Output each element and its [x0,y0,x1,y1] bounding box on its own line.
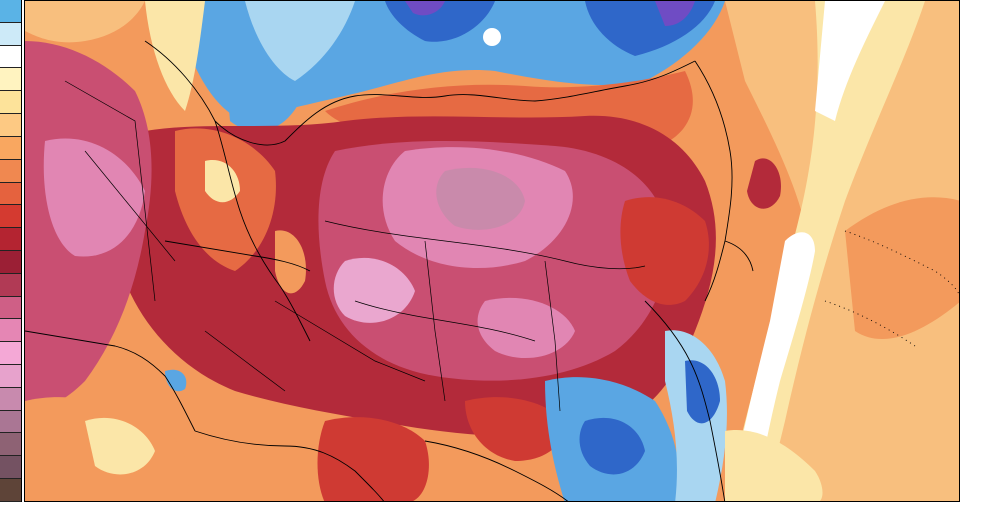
siberia-mauve-center [436,167,525,230]
map-canvas [25,1,959,501]
color-scale-swatch [0,342,21,365]
south-china-deep-blue [579,417,645,475]
arctic-white-dot [483,28,501,46]
philippines-pale [725,430,823,501]
color-scale-swatch [0,159,21,183]
ocean-dotted-lines [824,230,959,347]
balkans-pale [205,160,240,203]
color-scale-swatch [0,68,21,92]
caspian-orange [275,230,306,294]
tibet-red [465,397,565,461]
korea-japan-red [620,197,709,305]
pacific-orange-patch [845,197,959,339]
pacific-red-spot [747,158,781,209]
color-scale-swatch [0,296,21,320]
color-scale-swatch [0,136,21,160]
color-scale-swatch [0,205,21,229]
color-scale-swatch [0,22,21,46]
arctic-purple-spot-2 [405,1,445,16]
color-scale-swatch [0,91,21,115]
caspian-pink [333,257,415,323]
india-red [317,417,429,501]
color-scale-swatch [0,365,21,388]
color-scale-swatch [0,228,21,251]
color-scale-swatch [0,410,21,434]
color-scale-swatch [0,114,21,137]
atlantic-pale-strip [145,1,205,111]
color-scale-swatch [0,387,21,411]
coastlines [25,40,754,501]
color-scale-swatch [0,0,21,23]
mongolia-pink [477,297,575,359]
country-borders [64,80,646,412]
arctic-purple-spot [655,1,695,26]
color-scale-swatch [0,319,21,343]
middle-east-blue-spot [165,369,187,392]
color-scale-swatch [0,479,21,502]
sahara-pink [43,138,145,257]
color-scale-swatch [0,250,21,274]
temperature-anomaly-map [24,0,960,502]
baltic-blue [225,58,300,132]
arabia-pale [85,417,155,475]
color-scale-swatch [0,456,21,480]
color-scale-swatch [0,45,21,69]
atlantic-warm [25,1,145,43]
color-scale-swatch [0,182,21,206]
color-scale-swatch [0,273,21,297]
scandinavia-light-blue [245,1,355,81]
color-scale-swatch [0,433,21,457]
color-scale-legend [0,0,22,502]
pacific-white-patch [815,1,885,121]
